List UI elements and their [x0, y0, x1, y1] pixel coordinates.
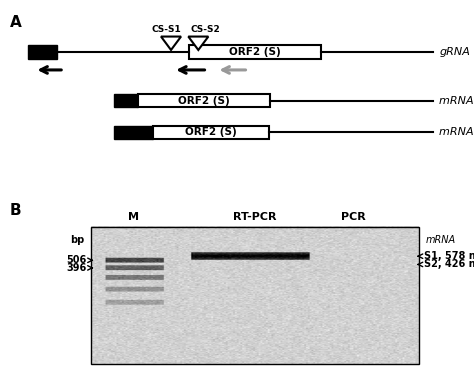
Text: ORF2 (S): ORF2 (S): [178, 96, 230, 106]
Text: mRNA S2: mRNA S2: [439, 128, 474, 137]
Text: bp: bp: [70, 235, 84, 245]
Text: RT-PCR: RT-PCR: [234, 211, 277, 222]
Text: A: A: [9, 15, 21, 30]
Text: S1, 578 nt: S1, 578 nt: [424, 251, 474, 261]
Text: B: B: [9, 203, 21, 218]
Text: PCR: PCR: [341, 211, 366, 222]
Polygon shape: [161, 37, 181, 50]
Bar: [189, 45, 321, 59]
Text: 506: 506: [66, 256, 87, 265]
Text: mRNA: mRNA: [426, 235, 456, 245]
Bar: [138, 94, 270, 107]
Text: S2, 426 nt: S2, 426 nt: [424, 260, 474, 269]
Text: gRNA: gRNA: [439, 47, 470, 57]
Bar: [114, 94, 138, 107]
Text: CS-S2: CS-S2: [190, 25, 220, 34]
Text: 396: 396: [66, 263, 87, 273]
Bar: [91, 226, 419, 364]
Text: CS-S1: CS-S1: [152, 25, 182, 34]
Text: ORF2 (S): ORF2 (S): [229, 47, 281, 57]
Polygon shape: [188, 37, 209, 50]
Bar: [27, 45, 57, 59]
Text: M: M: [128, 211, 139, 222]
Text: ORF2 (S): ORF2 (S): [185, 128, 237, 137]
Bar: [114, 126, 153, 139]
Text: mRNA S1: mRNA S1: [439, 96, 474, 106]
Bar: [153, 126, 269, 139]
